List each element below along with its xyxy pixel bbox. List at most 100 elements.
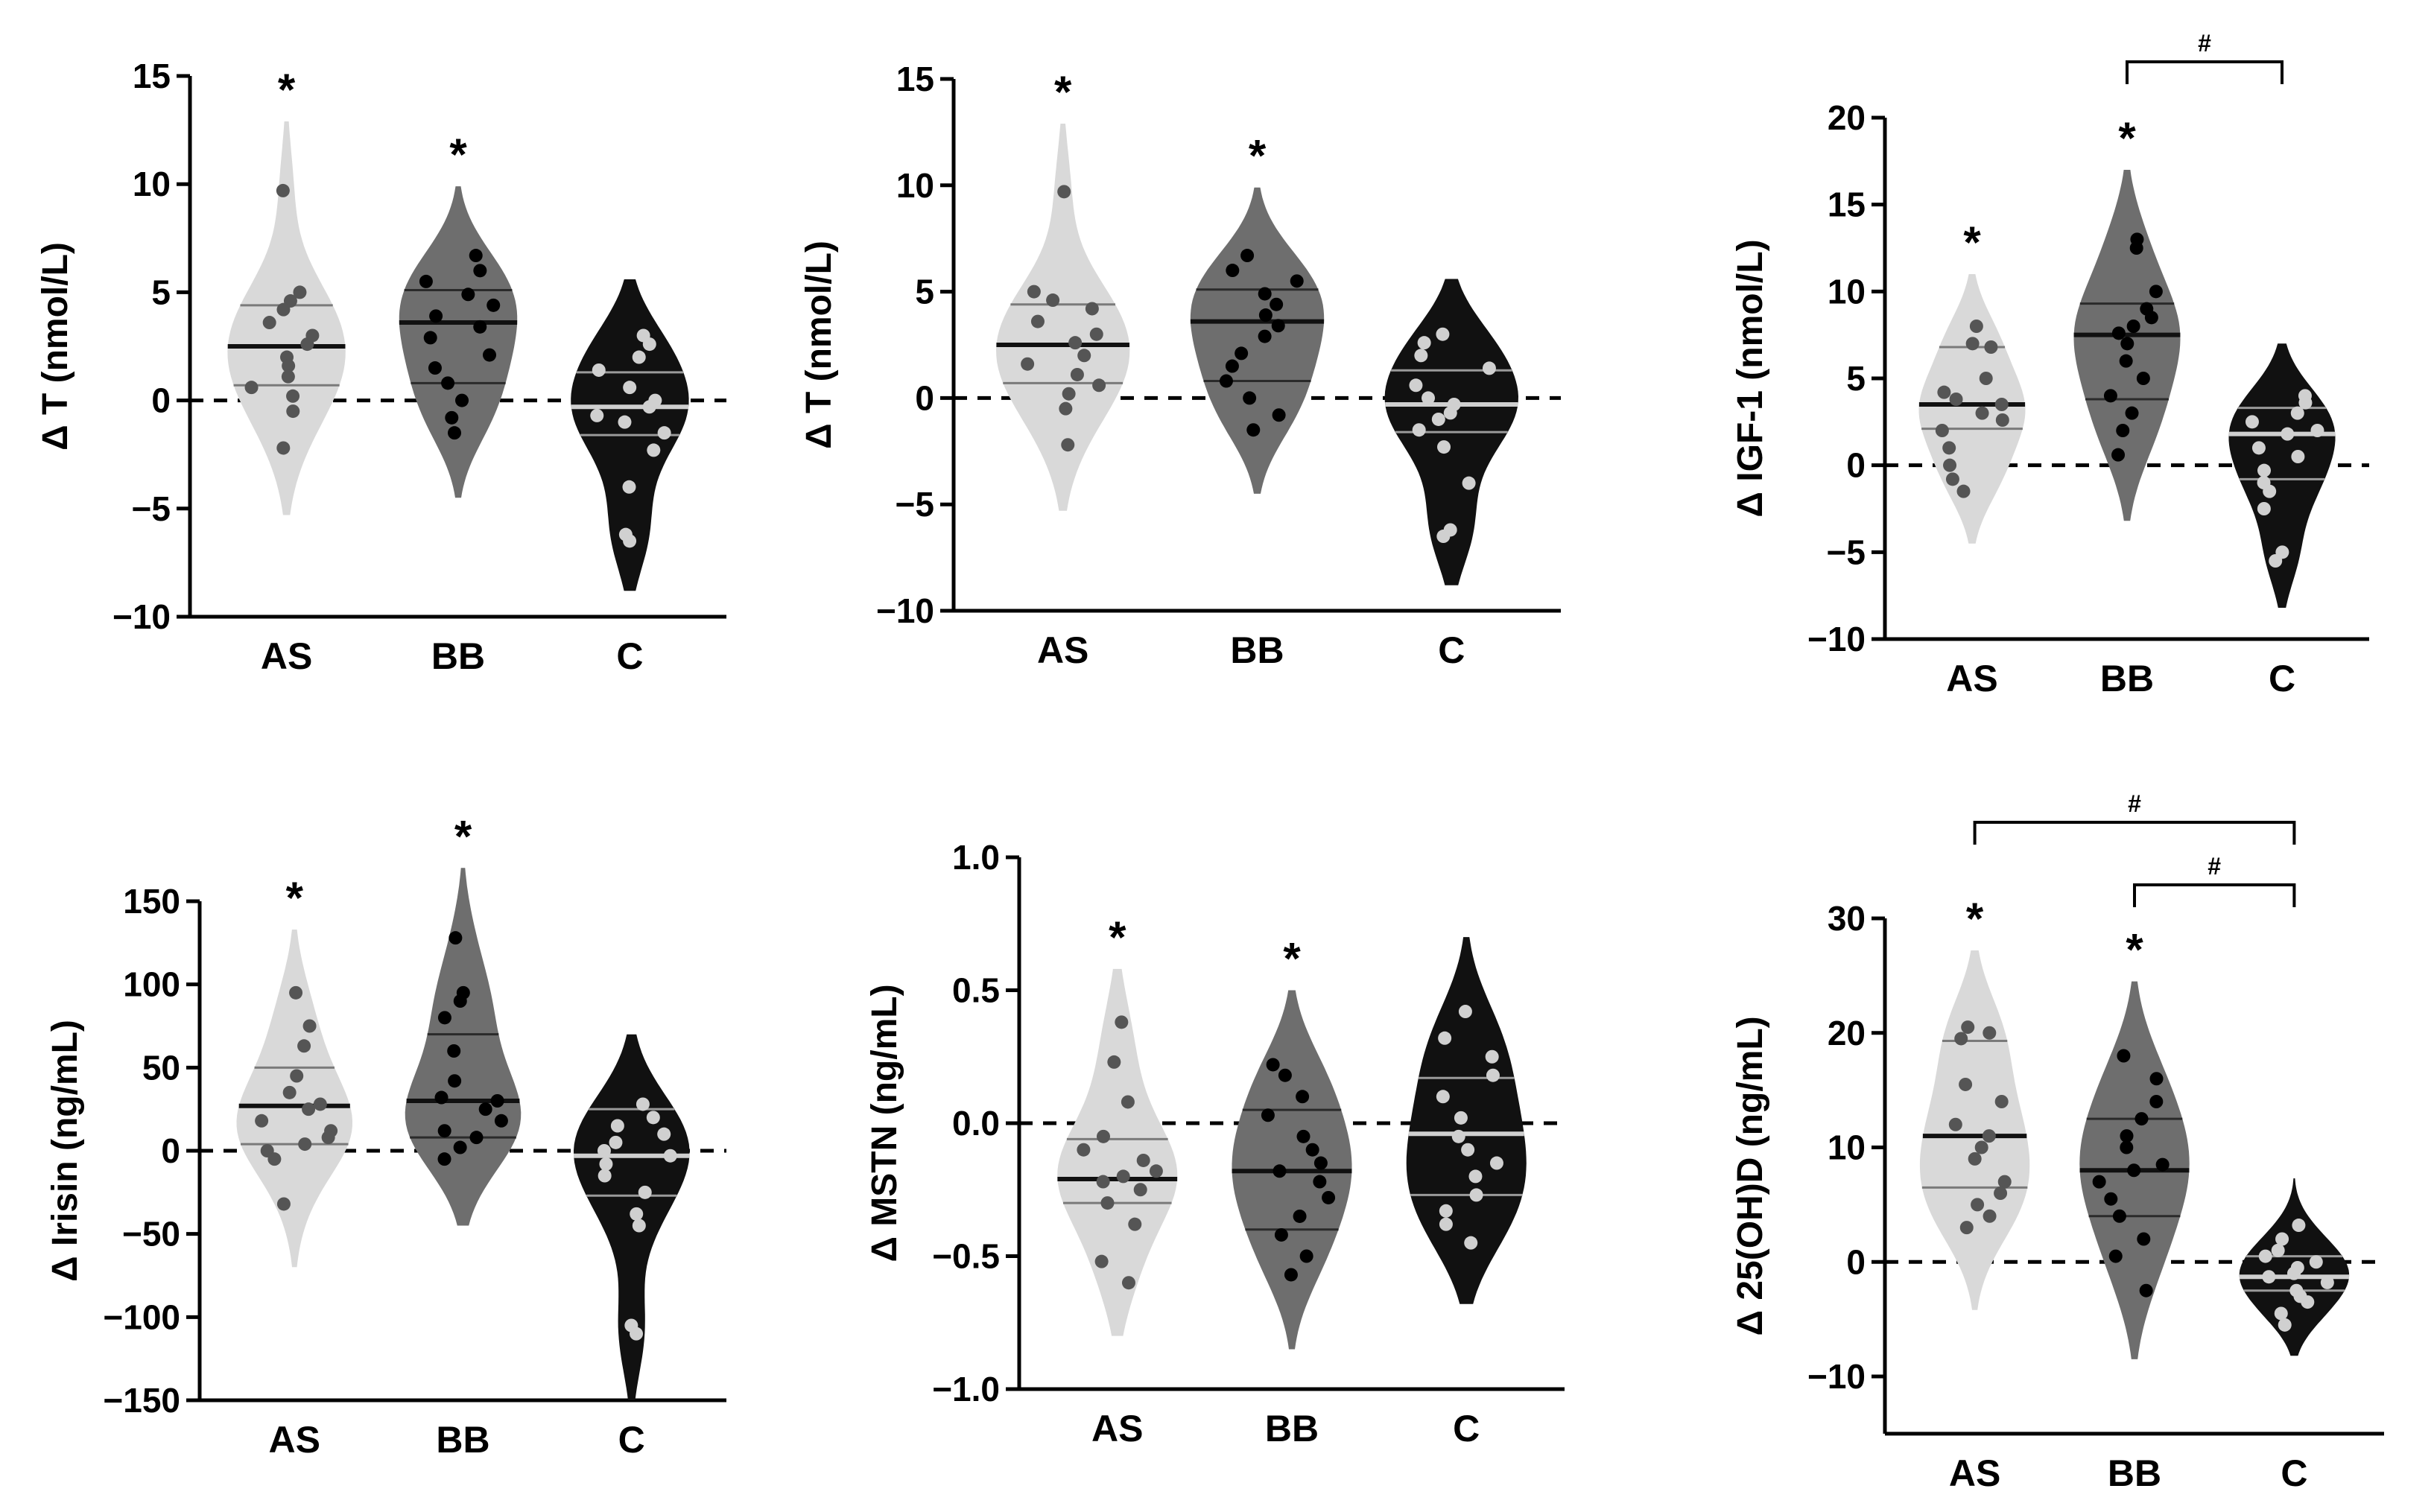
y-tick-label: 20 xyxy=(1828,1014,1866,1052)
data-point xyxy=(494,1114,508,1128)
data-point xyxy=(1961,1020,1975,1035)
y-tick-label: 10 xyxy=(1828,272,1866,311)
data-point xyxy=(1486,1068,1500,1082)
data-point xyxy=(1246,423,1261,437)
data-point xyxy=(1046,293,1060,308)
x-category-label: BB xyxy=(1230,629,1284,671)
violin-C xyxy=(2228,343,2336,608)
data-point xyxy=(1422,391,1436,405)
data-point xyxy=(262,316,276,330)
significance-star: * xyxy=(449,130,467,180)
violin-AS: * xyxy=(996,67,1130,511)
data-point xyxy=(276,441,291,455)
violin-body xyxy=(399,186,518,498)
data-point xyxy=(1070,367,1084,381)
data-point xyxy=(1100,1196,1115,1210)
data-point xyxy=(2120,1140,2134,1154)
x-category-label: C xyxy=(1438,629,1465,671)
data-point xyxy=(2112,1209,2126,1223)
data-point xyxy=(1266,1058,1280,1072)
data-point xyxy=(2263,484,2277,498)
data-point xyxy=(622,480,636,494)
data-point xyxy=(2120,337,2134,351)
data-point xyxy=(1077,349,1091,363)
significance-star: * xyxy=(454,811,472,861)
data-point xyxy=(286,404,300,419)
data-point xyxy=(453,994,467,1008)
violin-C xyxy=(574,1034,690,1400)
violin-AS: * xyxy=(1919,894,2030,1310)
violin-body xyxy=(1190,187,1325,494)
data-point xyxy=(2290,406,2304,420)
data-point xyxy=(2292,1219,2306,1233)
data-point xyxy=(445,410,459,425)
data-point xyxy=(1243,391,1257,405)
x-category-label: C xyxy=(618,1419,645,1461)
data-point xyxy=(1240,249,1255,263)
data-point xyxy=(1956,484,1971,498)
data-point xyxy=(1439,1204,1453,1218)
data-point xyxy=(630,1207,644,1221)
violin-AS: * xyxy=(236,873,352,1268)
data-point xyxy=(1969,320,1983,333)
data-point xyxy=(2257,463,2272,477)
data-point xyxy=(647,443,661,457)
data-point xyxy=(1274,1227,1288,1242)
data-point xyxy=(437,1011,451,1025)
y-tick-label: 1.0 xyxy=(952,838,1000,877)
violin-C xyxy=(1406,937,1527,1304)
data-point xyxy=(437,1152,451,1166)
y-tick-label: −5 xyxy=(132,489,171,528)
data-point xyxy=(2155,1157,2170,1172)
y-tick-label: 0 xyxy=(915,378,934,417)
data-point xyxy=(1096,1175,1110,1189)
data-point xyxy=(1296,1129,1311,1143)
significance-star: * xyxy=(1963,217,1981,267)
data-point xyxy=(623,534,637,548)
data-point xyxy=(1984,340,1998,354)
y-tick-label: 5 xyxy=(151,273,171,311)
significance-star: * xyxy=(1966,894,1984,944)
data-point xyxy=(1115,1015,1129,1029)
data-point xyxy=(321,1131,335,1145)
data-point xyxy=(276,302,291,317)
data-point xyxy=(1272,408,1286,422)
violin-AS: * xyxy=(227,65,346,515)
data-point xyxy=(1261,1108,1275,1122)
data-point xyxy=(1482,361,1496,375)
data-point xyxy=(487,298,501,312)
violin-body xyxy=(996,124,1130,511)
data-point xyxy=(1945,472,1959,486)
data-point xyxy=(255,1114,269,1128)
data-point xyxy=(2245,415,2259,429)
data-point xyxy=(642,337,656,352)
data-point xyxy=(2136,372,2150,385)
data-point xyxy=(592,363,606,377)
violin-BB: * xyxy=(405,811,522,1226)
data-point xyxy=(1293,1209,1307,1223)
data-point xyxy=(2103,389,2117,403)
data-point xyxy=(1948,1117,1962,1131)
y-tick-label: 0 xyxy=(151,381,171,420)
data-point xyxy=(281,369,295,384)
y-axis-title: Δ T (nmol/L) xyxy=(36,242,75,451)
violin-BB: * xyxy=(2073,113,2181,521)
y-tick-label: 15 xyxy=(1828,185,1866,224)
violin-BB: * xyxy=(399,130,518,498)
significance-star: * xyxy=(2118,113,2136,163)
data-point xyxy=(1226,264,1240,278)
chart-panel-6: −10 0 10 20 30 Δ 25(OH)D (ng/mL) * AS * BB C # # xyxy=(1731,790,2384,1494)
violin-body xyxy=(1918,274,2026,544)
data-point xyxy=(663,1149,677,1163)
data-point xyxy=(2092,1175,2106,1189)
data-point xyxy=(618,415,632,429)
data-point xyxy=(632,350,646,364)
y-tick-label: 50 xyxy=(142,1048,180,1087)
data-point xyxy=(2310,424,2324,437)
chart-panel-1: −10 −5 0 5 10 15 Δ T (nmol/L) * AS * BB C xyxy=(36,57,726,677)
data-point xyxy=(289,985,303,1000)
data-point xyxy=(1412,423,1426,437)
violin-AS: * xyxy=(1918,217,2026,544)
y-tick-label: 30 xyxy=(1828,899,1866,938)
x-category-label: BB xyxy=(2100,658,2154,699)
